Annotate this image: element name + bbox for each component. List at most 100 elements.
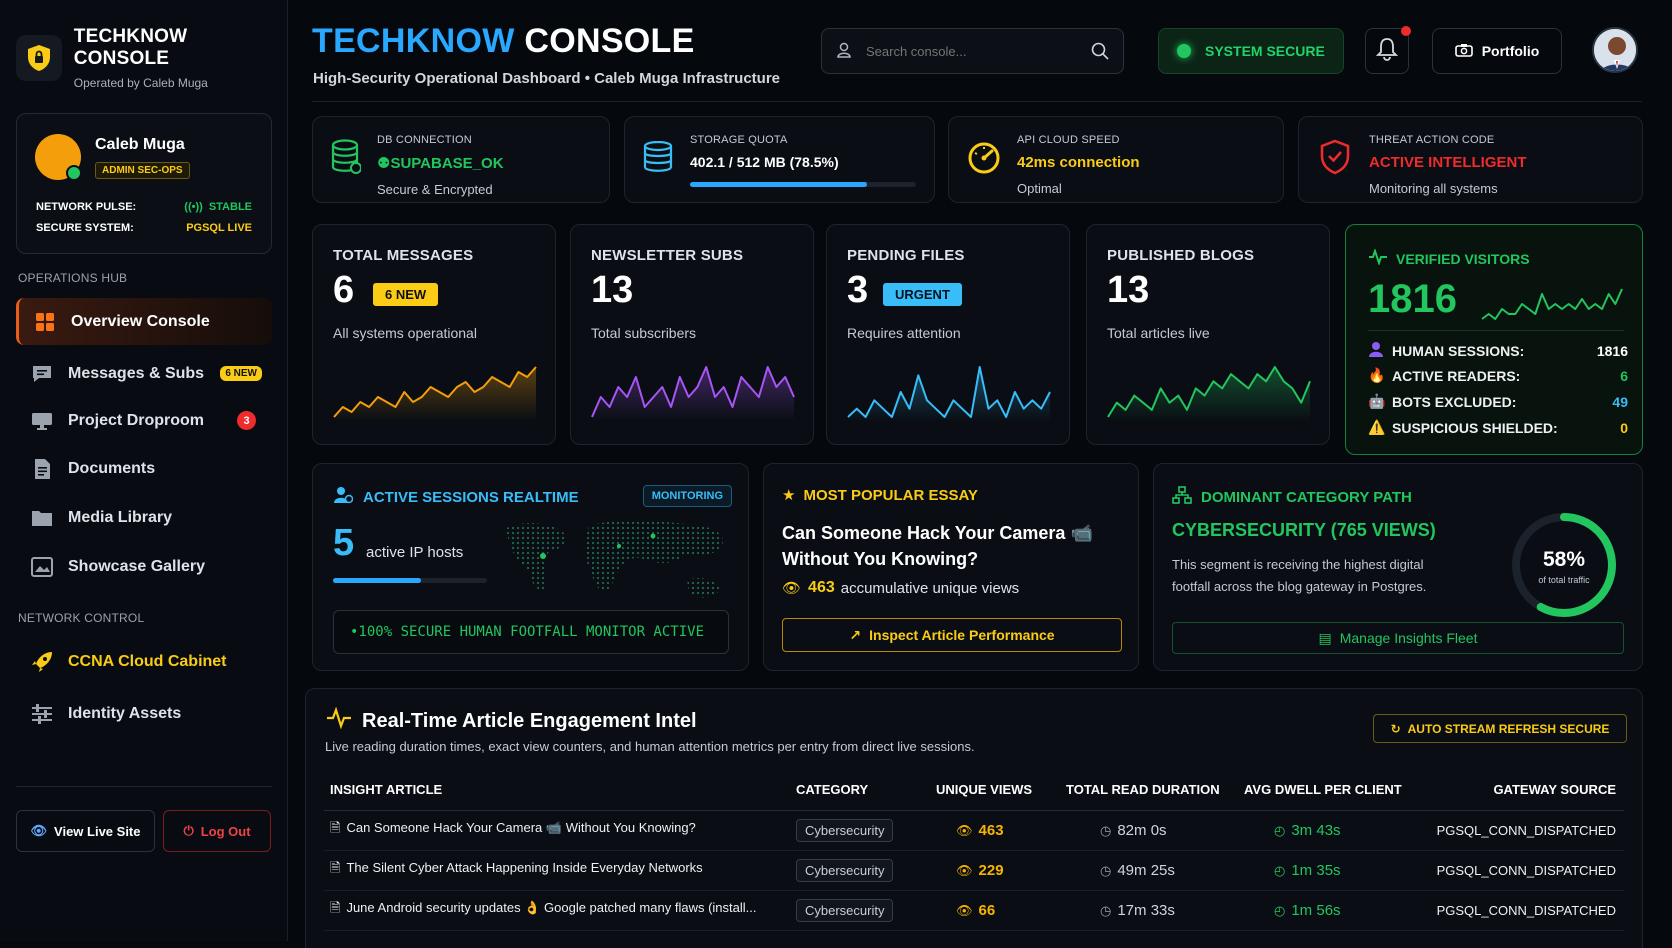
table-row[interactable]: 🗎 June Android security updates 👌 Google … xyxy=(324,890,1624,931)
duration-cell: ◷ 49m 25s xyxy=(1066,850,1244,891)
clock-icon: ◷ xyxy=(1100,862,1112,878)
document-icon: 🗎 xyxy=(330,820,341,835)
camera-icon xyxy=(1454,43,1473,60)
col-category[interactable]: CATEGORY xyxy=(796,770,936,811)
document-icon: 🗎 xyxy=(330,860,341,875)
article-cell[interactable]: 🗎 June Android security updates 👌 Google … xyxy=(324,890,796,931)
col-insight-article[interactable]: INSIGHT ARTICLE xyxy=(324,770,796,811)
inspect-article-button[interactable]: ↗ Inspect Article Performance xyxy=(782,618,1122,652)
duration-cell: ◷ 17m 33s xyxy=(1066,890,1244,931)
kpi-title: PUBLISHED BLOGS xyxy=(1107,247,1255,264)
shield-logo-icon xyxy=(16,35,62,81)
sidebar-item-messages-subs[interactable]: Messages & Subs 6 NEW xyxy=(16,350,272,397)
files-sparkline xyxy=(847,366,1051,421)
signal-icon: ((•)) xyxy=(184,201,203,213)
popular-essay-title[interactable]: Can Someone Hack Your Camera 📹 Without Yo… xyxy=(782,523,1093,569)
newsletter-subs-card[interactable]: NEWSLETTER SUBS 13 Total subscribers xyxy=(570,224,814,445)
visitor-row-bots-excluded: 🤖 BOTS EXCLUDED: 49 xyxy=(1368,393,1628,410)
sidebar-item-label: CCNA Cloud Cabinet xyxy=(68,652,227,670)
blogs-sparkline-line xyxy=(1107,366,1311,418)
kpi-subtitle: Total articles live xyxy=(1107,325,1210,341)
sidebar-item-label: Messages & Subs xyxy=(68,364,205,382)
timer-icon: ◴ xyxy=(1274,902,1286,918)
search-bar[interactable] xyxy=(821,28,1124,74)
subs-sparkline xyxy=(591,366,795,421)
kpi-subtitle: Total subscribers xyxy=(591,325,697,341)
db-connection-sub: Secure & Encrypted xyxy=(377,182,493,197)
visitors-title: VERIFIED VISITORS xyxy=(1368,247,1530,268)
sidebar-item-identity-assets[interactable]: Identity Assets xyxy=(16,690,272,737)
sidebar-item-ccna-cloud-cabinet[interactable]: CCNA Cloud Cabinet xyxy=(16,638,272,685)
blogs-sparkline-area xyxy=(1108,367,1310,421)
notification-dot xyxy=(1401,26,1411,36)
storage-progress-fill xyxy=(690,182,868,187)
subs-sparkline-line xyxy=(591,366,795,418)
col-avg-dwell[interactable]: AVG DWELL PER CLIENT xyxy=(1244,770,1424,811)
published-blogs-card[interactable]: PUBLISHED BLOGS 13 Total articles live xyxy=(1086,224,1330,445)
logout-button[interactable]: ⏻ Log Out xyxy=(163,810,271,852)
sidebar-item-label: Documents xyxy=(68,459,156,477)
search-input[interactable] xyxy=(866,43,1076,59)
sidebar-item-showcase-gallery[interactable]: Showcase Gallery xyxy=(16,543,272,590)
document-icon: 🗎 xyxy=(330,900,341,915)
sidebar-item-overview-console[interactable]: Overview Console xyxy=(16,298,272,345)
pending-files-card[interactable]: PENDING FILES 3 URGENT Requires attentio… xyxy=(826,224,1070,445)
network-pulse-label: NETWORK PULSE: xyxy=(36,201,137,213)
timer-icon: ◴ xyxy=(1274,862,1286,878)
view-live-site-button[interactable]: 👁 View Live Site xyxy=(16,810,155,852)
col-gateway-source[interactable]: GATEWAY SOURCE xyxy=(1424,770,1624,811)
user-avatar[interactable] xyxy=(1592,27,1638,73)
db-connection-label: DB CONNECTION xyxy=(377,134,472,146)
files-sparkline-area xyxy=(848,367,1050,421)
duration-cell: ◷ 82m 0s xyxy=(1066,810,1244,851)
eye-icon: 👁 xyxy=(956,902,973,918)
visitors-divider xyxy=(1368,330,1624,331)
portfolio-button[interactable]: Portfolio xyxy=(1432,28,1562,74)
sessions-progress-bar xyxy=(333,578,487,583)
traffic-percent-label: of total traffic xyxy=(1538,575,1590,585)
sidebar-item-label: Identity Assets xyxy=(68,704,182,722)
threat-action-card: THREAT ACTION CODE ACTIVE INTELLIGENT Mo… xyxy=(1298,116,1643,203)
category-description: This segment is receiving the highest di… xyxy=(1172,557,1427,594)
table-row[interactable]: 🗎 The Silent Cyber Attack Happening Insid… xyxy=(324,850,1624,891)
popular-title: ★ MOST POPULAR ESSAY xyxy=(782,486,978,505)
kpi-value: 6 xyxy=(333,269,355,311)
files-sparkline-line xyxy=(847,366,1051,418)
total-messages-card[interactable]: TOTAL MESSAGES 6 6 NEW All systems opera… xyxy=(312,224,556,445)
brand[interactable]: TECHKNOW CONSOLE Operated by Caleb Muga xyxy=(16,26,287,90)
article-cell[interactable]: 🗎 Can Someone Hack Your Camera 📹 Without … xyxy=(324,810,796,851)
sessions-label: active IP hosts xyxy=(366,544,464,561)
avatar[interactable] xyxy=(35,134,82,181)
role-badge: ADMIN SEC-OPS xyxy=(95,162,190,179)
urgent-tag: URGENT xyxy=(883,283,962,306)
page-subtitle: High-Security Operational Dashboard • Ca… xyxy=(313,70,780,87)
sidebar-item-project-droproom[interactable]: Project Droproom 3 xyxy=(16,397,272,444)
search-icon[interactable] xyxy=(1091,42,1109,63)
star-icon: ★ xyxy=(782,487,796,504)
monitoring-badge: MONITORING xyxy=(642,485,732,507)
power-icon: ⏻ xyxy=(183,823,194,838)
sessions-progress-fill xyxy=(333,578,421,583)
bell-icon xyxy=(1375,37,1399,66)
api-speed-card: API CLOUD SPEED 42ms connection Optimal xyxy=(948,116,1284,203)
threat-action-label: THREAT ACTION CODE xyxy=(1369,134,1495,146)
notifications-button[interactable] xyxy=(1365,26,1411,74)
table-header-row: INSIGHT ARTICLE CATEGORY UNIQUE VIEWS TO… xyxy=(324,770,1624,811)
table-row[interactable]: 🗎 Can Someone Hack Your Camera 📹 Without … xyxy=(324,810,1624,851)
brand-subtitle: Operated by Caleb Muga xyxy=(73,76,208,90)
manage-insights-button[interactable]: ▤ Manage Insights Fleet xyxy=(1172,622,1624,654)
sidebar-item-media-library[interactable]: Media Library xyxy=(16,494,272,541)
new-messages-badge: 6 NEW xyxy=(220,366,262,381)
auto-stream-refresh-button[interactable]: ↻ AUTO STREAM REFRESH SECURE xyxy=(1373,714,1627,743)
network-control-label: NETWORK CONTROL xyxy=(18,611,145,625)
storage-progress-bar xyxy=(690,182,916,187)
header-divider xyxy=(312,101,1642,102)
col-unique-views[interactable]: UNIQUE VIEWS xyxy=(936,770,1066,811)
col-total-read-duration[interactable]: TOTAL READ DURATION xyxy=(1066,770,1244,811)
messages-sparkline xyxy=(333,366,537,421)
dashboard-icon: ▤ xyxy=(1318,629,1332,646)
system-secure-status[interactable]: SYSTEM SECURE xyxy=(1158,28,1344,74)
sidebar-item-documents[interactable]: Documents xyxy=(16,445,272,492)
network-pulse-value: ((•)) STABLE xyxy=(184,201,252,213)
article-cell[interactable]: 🗎 The Silent Cyber Attack Happening Insid… xyxy=(324,850,796,891)
